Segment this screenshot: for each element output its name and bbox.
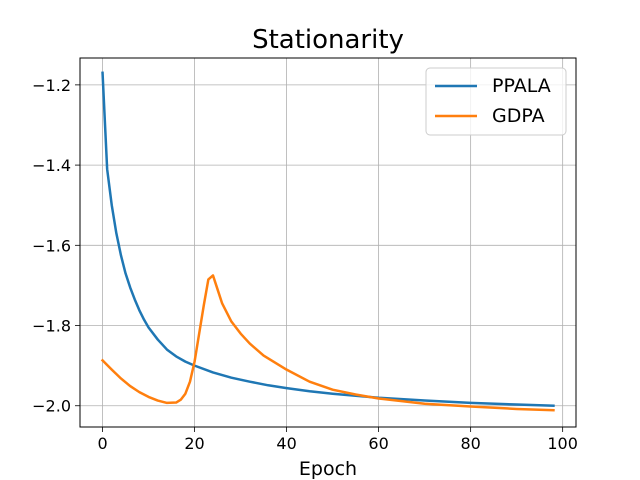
- legend: PPALA GDPA: [425, 67, 567, 136]
- legend-label-ppala: PPALA: [492, 75, 551, 97]
- series-line-gdpa: [100, 274, 555, 412]
- y-tick-label: −1.6: [32, 236, 71, 255]
- x-tick-label: 60: [368, 434, 388, 453]
- series-lines: [100, 71, 555, 412]
- plot-frame: [79, 57, 577, 428]
- axis-ticks: 0 20 40 60 80 100 −1.2 −1.4 −1.6 −1.8 −2.0: [32, 76, 578, 453]
- y-tick-label: −2.0: [32, 397, 71, 416]
- y-tick-label: −1.8: [32, 317, 71, 336]
- y-tick-label: −1.2: [32, 76, 71, 95]
- x-tick-label: 40: [276, 434, 296, 453]
- x-tick-label: 80: [460, 434, 480, 453]
- chart-title: Stationarity: [252, 25, 404, 55]
- grid: [80, 58, 576, 427]
- x-tick-label: 0: [97, 434, 107, 453]
- y-tick-label: −1.4: [32, 156, 71, 175]
- x-axis-label: Epoch: [299, 458, 357, 480]
- x-tick-label: 20: [184, 434, 204, 453]
- x-tick-label: 100: [547, 434, 578, 453]
- legend-label-gdpa: GDPA: [492, 105, 545, 127]
